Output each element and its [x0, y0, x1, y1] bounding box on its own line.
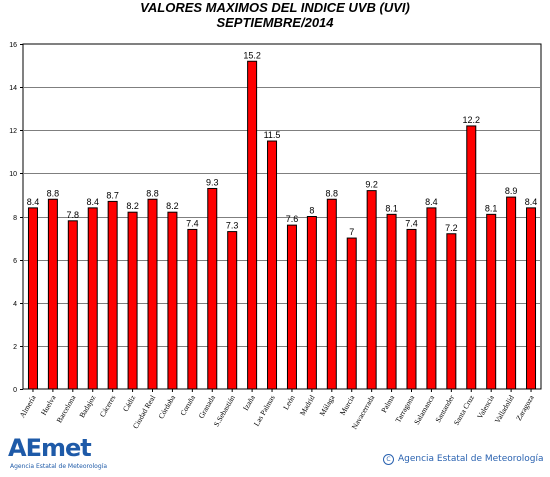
data-label: 7	[349, 227, 354, 237]
bar	[267, 140, 278, 390]
x-tick-label: Huelva	[39, 393, 58, 417]
data-label: 12.2	[463, 115, 481, 125]
data-label: 8.9	[505, 186, 518, 196]
x-tick-label: Granada	[197, 393, 218, 420]
bar	[426, 207, 437, 390]
bar	[506, 196, 517, 390]
data-label: 11.5	[264, 130, 281, 140]
bar	[486, 213, 497, 390]
bar	[67, 220, 78, 390]
bar	[406, 228, 417, 390]
chart-subtitle: SEPTIEMBRE/2014	[216, 15, 334, 30]
data-label: 8.4	[27, 197, 40, 207]
x-tick-label: Almería	[18, 393, 38, 419]
bar	[107, 200, 118, 390]
x-tick-label: Coruña	[178, 393, 197, 417]
data-label: 8.4	[425, 197, 438, 207]
y-tick-label: 16	[9, 42, 17, 49]
data-label: 8.2	[126, 201, 139, 211]
bar	[87, 207, 98, 390]
data-label: 7.2	[445, 223, 458, 233]
y-tick-label: 10	[9, 171, 17, 178]
data-label: 8.1	[485, 203, 498, 213]
plot-area	[22, 43, 542, 390]
x-tick-label: Madrid	[298, 393, 317, 417]
logo-text: AEmet	[8, 434, 92, 462]
y-tick-label: 4	[13, 301, 17, 308]
bar	[207, 187, 218, 390]
x-tick-label: Cáceres	[98, 393, 118, 418]
data-label: 7.6	[286, 214, 299, 224]
bar	[386, 213, 397, 390]
x-tick-label: Palma	[379, 393, 397, 414]
bar	[526, 207, 537, 390]
chart-titles: VALORES MAXIMOS DEL INDICE UVB (UVI) SEP…	[0, 0, 550, 30]
data-label: 7.8	[67, 210, 80, 220]
y-tick-label: 8	[13, 215, 17, 222]
bar	[366, 190, 377, 390]
x-tick-label: Zaragoza	[514, 393, 536, 422]
bar	[247, 60, 258, 390]
y-tick-label: 6	[13, 258, 17, 265]
x-tick-label: Málaga	[317, 393, 336, 418]
bar	[187, 228, 198, 390]
data-label: 8	[309, 206, 314, 216]
data-label: 7.4	[405, 218, 418, 228]
data-label: 8.8	[47, 188, 60, 198]
x-tick-label: Murcia	[338, 393, 357, 417]
x-tick-label: Valladolid	[493, 393, 516, 424]
chart-title: VALORES MAXIMOS DEL INDICE UVB (UVI)	[140, 0, 410, 15]
data-label: 8.4	[525, 197, 538, 207]
x-tick-label: Badajoz	[77, 393, 97, 419]
data-label: 9.2	[365, 180, 378, 190]
y-tick-label: 14	[9, 85, 17, 92]
bar	[167, 211, 178, 390]
data-label: 8.4	[86, 197, 99, 207]
x-tick-label: León	[281, 393, 297, 411]
x-tick-label: Izaña	[241, 393, 257, 412]
x-tick-label: Cádiz	[121, 393, 138, 413]
bar	[326, 198, 337, 390]
logo-subtitle: Agencia Estatal de Meteorología	[10, 463, 107, 470]
y-tick-label: 2	[13, 344, 17, 351]
y-tick-label: 12	[9, 128, 17, 135]
data-label: 7.4	[186, 218, 199, 228]
data-label: 7.3	[226, 221, 239, 231]
data-label: 8.1	[385, 203, 398, 213]
data-label: 15.2	[243, 50, 261, 60]
bar	[466, 125, 477, 390]
data-label: 9.3	[206, 177, 219, 187]
data-label: 8.8	[146, 188, 159, 198]
bar	[47, 198, 58, 390]
copyright-icon: C	[383, 454, 394, 465]
y-tick-label: 0	[13, 387, 17, 394]
copyright-notice: C Agencia Estatal de Meteorología	[383, 454, 544, 465]
bar	[306, 216, 317, 390]
copyright-text: Agencia Estatal de Meteorología	[398, 454, 544, 464]
bar	[227, 231, 238, 390]
aemet-logo: AEmet Agencia Estatal de Meteorología	[8, 432, 118, 474]
x-tick-label: Córdoba	[156, 393, 177, 420]
data-label: 8.8	[326, 188, 339, 198]
bar	[127, 211, 138, 390]
x-tick-label: Valencia	[475, 393, 496, 420]
bar	[346, 237, 357, 390]
bar	[286, 224, 297, 390]
x-tick-label: Barcelona	[55, 393, 78, 424]
data-label: 8.7	[106, 190, 119, 200]
bar	[27, 207, 38, 390]
data-label: 8.2	[166, 201, 179, 211]
bar	[446, 233, 457, 390]
bar	[147, 198, 158, 390]
